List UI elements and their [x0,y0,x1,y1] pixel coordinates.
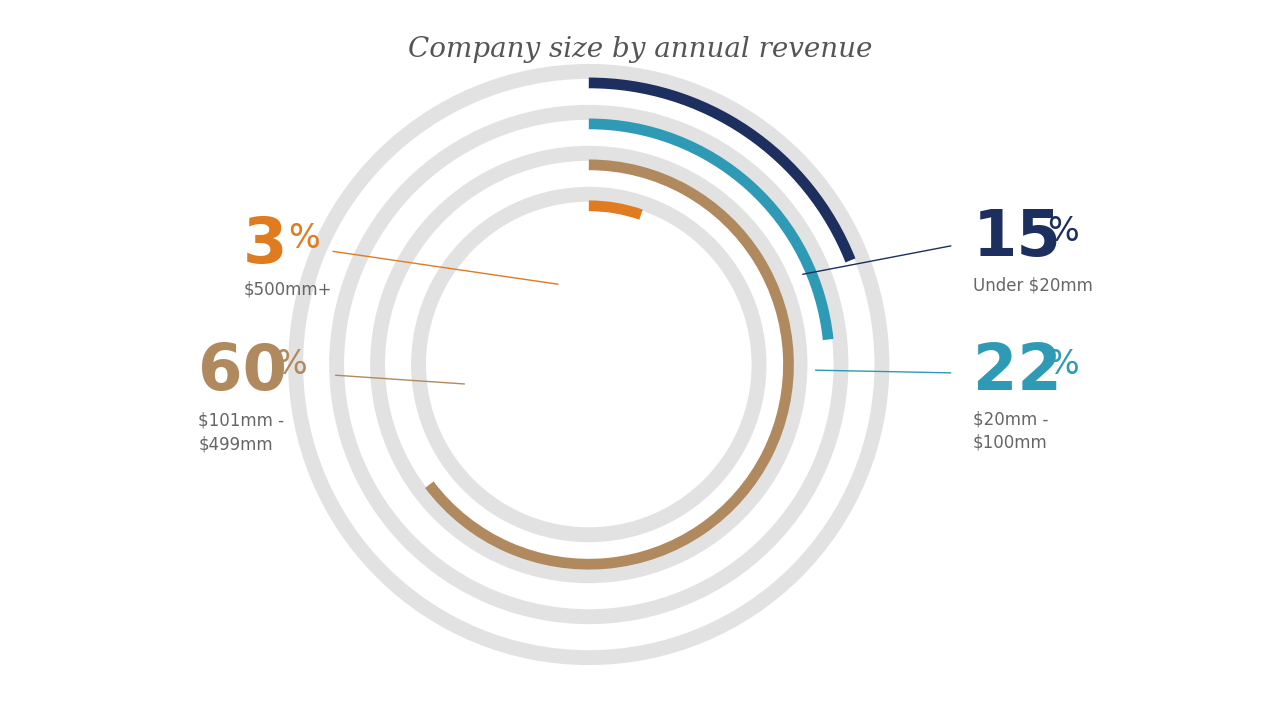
Text: %: % [275,348,307,381]
Text: $20mm -
$100mm: $20mm - $100mm [973,410,1048,451]
Text: 15: 15 [973,207,1061,269]
Text: %: % [1047,215,1079,248]
Text: Company size by annual revenue: Company size by annual revenue [408,36,872,62]
Text: %: % [1047,348,1079,381]
Text: 3: 3 [243,215,288,276]
Text: Under $20mm: Under $20mm [973,277,1093,295]
Text: 60: 60 [198,341,288,402]
Text: 22: 22 [973,341,1061,402]
Text: %: % [288,222,320,255]
Text: $500mm+: $500mm+ [243,280,332,299]
Text: $101mm -
$499mm: $101mm - $499mm [198,411,284,453]
